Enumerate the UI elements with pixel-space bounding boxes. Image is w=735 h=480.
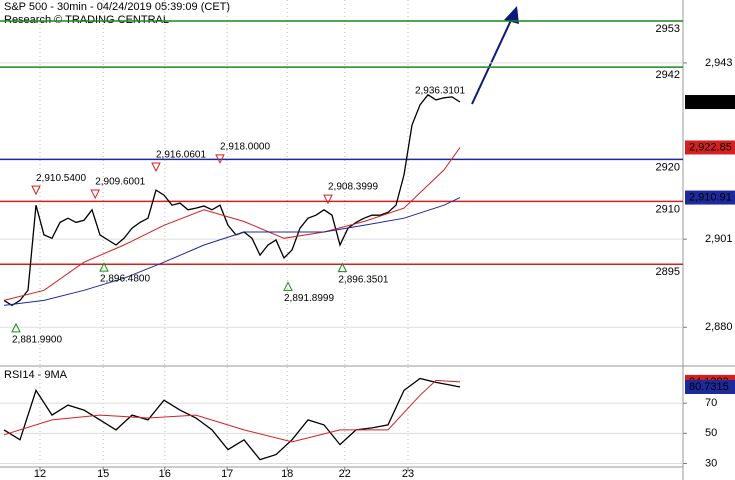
high-marker bbox=[215, 154, 225, 164]
low-label: 2,891.8999 bbox=[284, 293, 334, 304]
series-line bbox=[3, 379, 461, 443]
high-label: 2,909.6001 bbox=[95, 177, 145, 188]
x-tick-label: 23 bbox=[402, 468, 414, 480]
high-marker bbox=[31, 185, 41, 196]
rsi-title: RSI14 - 9MA bbox=[4, 369, 68, 381]
low-label: 2,896.3501 bbox=[338, 274, 388, 285]
y-tick-label: 70 bbox=[705, 397, 717, 409]
price-tag bbox=[685, 380, 735, 395]
y-tick-label: 30 bbox=[705, 457, 717, 469]
low-label: 2,896.4800 bbox=[100, 274, 150, 285]
price-tag-label: 80.7315 bbox=[689, 381, 729, 393]
price-tag bbox=[685, 190, 735, 205]
y-tick-label: 50 bbox=[705, 427, 717, 439]
low-marker bbox=[99, 261, 109, 272]
high-marker bbox=[151, 162, 161, 173]
x-tick-label: 12 bbox=[34, 468, 46, 480]
peak-label: 2,936.3101 bbox=[415, 86, 465, 97]
price-tag bbox=[685, 140, 735, 155]
price-tag-label: 2,910.91 bbox=[689, 191, 732, 203]
high-label: 2,918.0000 bbox=[220, 141, 270, 152]
forecast-arrow bbox=[471, 6, 519, 105]
low-label: 2,881.9900 bbox=[12, 335, 62, 346]
chart-title: S&P 500 - 30min - 04/24/2019 05:39:09 (C… bbox=[4, 1, 230, 13]
price-tag-label: 2,922.85 bbox=[689, 141, 732, 153]
high-label: 2,908.3999 bbox=[328, 182, 378, 193]
x-tick-label: 16 bbox=[159, 468, 171, 480]
low-marker bbox=[11, 322, 21, 333]
series-line bbox=[3, 197, 461, 306]
series-line bbox=[3, 93, 461, 307]
chart-subtitle: Research © TRADING CENTRAL bbox=[4, 14, 169, 26]
high-marker bbox=[90, 189, 101, 200]
series-line bbox=[3, 147, 461, 301]
y-tick-label: 2,901 bbox=[705, 233, 733, 245]
level-label: 2910 bbox=[656, 203, 680, 215]
y-tick-label: 2,943 bbox=[705, 57, 733, 69]
high-marker bbox=[323, 194, 333, 205]
low-marker bbox=[337, 262, 348, 273]
y-tick-label: 2,880 bbox=[705, 321, 733, 333]
high-label: 2,910.5400 bbox=[36, 173, 86, 184]
level-label: 2895 bbox=[656, 266, 680, 278]
x-tick-label: 17 bbox=[221, 468, 233, 480]
x-tick-label: 18 bbox=[281, 468, 293, 480]
x-tick-label: 22 bbox=[339, 468, 351, 480]
x-tick-label: 15 bbox=[97, 468, 109, 480]
price-tag-label: 2,933.68 bbox=[689, 96, 732, 108]
level-label: 2920 bbox=[656, 161, 680, 173]
series-line bbox=[3, 377, 461, 461]
price-tag bbox=[685, 95, 735, 110]
level-label: 2942 bbox=[656, 69, 680, 81]
high-label: 2,916.0601 bbox=[156, 150, 206, 161]
low-marker bbox=[283, 281, 293, 291]
level-label: 2953 bbox=[656, 23, 680, 35]
